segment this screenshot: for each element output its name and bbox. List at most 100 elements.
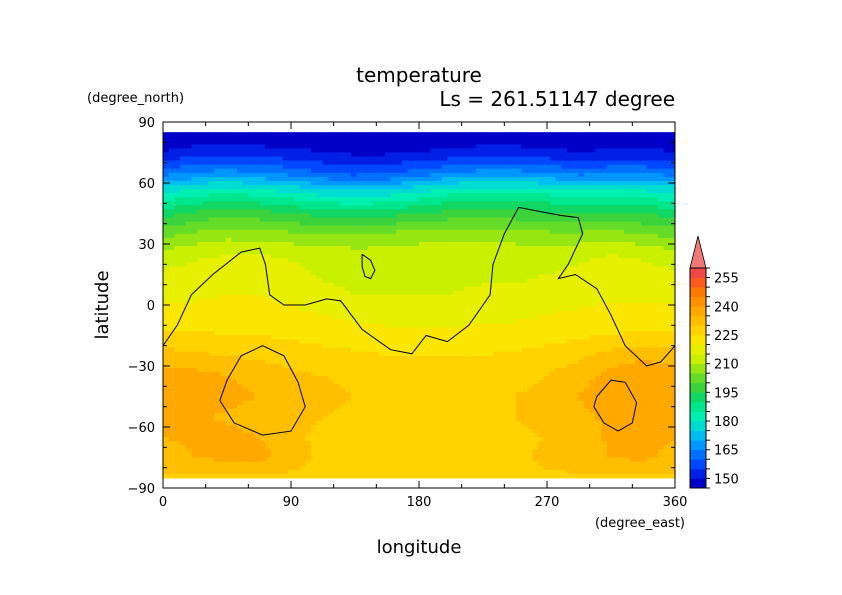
heatmap-cell	[447, 217, 454, 223]
heatmap-cell	[453, 278, 460, 284]
heatmap-cell	[219, 189, 227, 194]
heatmap-cell	[527, 209, 534, 215]
heatmap-cell	[219, 246, 227, 251]
heatmap-cell	[339, 343, 346, 349]
heatmap-cell	[527, 307, 534, 312]
heatmap-cell	[384, 298, 392, 304]
heatmap-cell	[436, 144, 443, 150]
heatmap-cell	[618, 246, 625, 251]
heatmap-cell	[191, 250, 198, 255]
heatmap-cell	[629, 172, 636, 178]
heatmap-cell	[197, 237, 204, 243]
heatmap-cell	[185, 176, 193, 182]
heatmap-cell	[481, 339, 488, 345]
heatmap-cell	[532, 343, 540, 349]
heatmap-cell	[612, 311, 619, 316]
heatmap-cell	[236, 213, 244, 219]
heatmap-cell	[646, 307, 653, 312]
heatmap-cell	[447, 274, 454, 280]
heatmap-cell	[327, 148, 335, 154]
heatmap-cell	[265, 221, 272, 227]
heatmap-cell	[282, 282, 289, 288]
heatmap-cell	[430, 294, 437, 300]
heatmap-cell	[191, 270, 198, 276]
heatmap-cell	[413, 221, 420, 227]
heatmap-cell	[601, 290, 608, 296]
heatmap-cell	[163, 246, 170, 251]
heatmap-cell	[293, 294, 301, 300]
heatmap-cell	[612, 160, 619, 166]
heatmap-cell	[231, 229, 238, 235]
heatmap-cell	[487, 254, 494, 259]
heatmap-cell	[373, 144, 380, 150]
heatmap-cell	[498, 213, 505, 219]
heatmap-cell	[254, 168, 261, 174]
heatmap-cell	[322, 339, 329, 345]
heatmap-cell	[544, 282, 551, 288]
heatmap-cell	[407, 315, 414, 320]
heatmap-cell	[214, 311, 221, 316]
heatmap-cell	[544, 315, 551, 320]
heatmap-cell	[629, 237, 636, 243]
heatmap-cell	[470, 144, 477, 150]
heatmap-cell	[430, 140, 437, 145]
heatmap-cell	[635, 319, 642, 324]
heatmap-cell	[202, 225, 210, 231]
heatmap-cell	[288, 193, 295, 198]
heatmap-cell	[527, 241, 534, 247]
heatmap-cell	[362, 323, 369, 328]
heatmap-cell	[572, 270, 579, 276]
heatmap-cell	[595, 136, 602, 141]
heatmap-cell	[464, 237, 471, 243]
heatmap-cell	[407, 164, 414, 170]
heatmap-cell	[259, 274, 266, 280]
heatmap-cell	[640, 164, 648, 170]
heatmap-cell	[544, 172, 551, 178]
heatmap-cell	[384, 132, 392, 137]
heatmap-cell	[532, 197, 540, 202]
heatmap-cell	[532, 351, 540, 357]
heatmap-cell	[441, 172, 449, 178]
heatmap-cell	[316, 323, 323, 328]
heatmap-cell	[527, 221, 534, 227]
heatmap-cell	[657, 351, 665, 357]
heatmap-cell	[475, 180, 483, 186]
heatmap-cell	[384, 148, 392, 154]
heatmap-cell	[339, 294, 346, 300]
heatmap-cell	[214, 278, 221, 284]
heatmap-cell	[202, 176, 210, 182]
heatmap-cell	[322, 290, 329, 296]
heatmap-cell	[219, 140, 227, 145]
heatmap-cell	[225, 241, 232, 247]
heatmap-cell	[390, 323, 397, 328]
heatmap-cell	[299, 217, 306, 223]
heatmap-cell	[254, 343, 261, 349]
heatmap-cell	[510, 250, 517, 255]
heatmap-cell	[487, 335, 494, 341]
heatmap-cell	[197, 298, 204, 304]
heatmap-cell	[208, 197, 215, 202]
heatmap-cell	[566, 197, 574, 202]
heatmap-cell	[163, 148, 170, 154]
heatmap-cell	[595, 205, 602, 211]
heatmap-cell	[231, 254, 238, 259]
heatmap-cell	[327, 339, 335, 345]
heatmap-cell	[379, 156, 386, 162]
heatmap-cell	[180, 339, 187, 345]
heatmap-cell	[555, 185, 562, 190]
heatmap-cell	[663, 209, 670, 215]
heatmap-cell	[669, 213, 675, 219]
heatmap-cell	[282, 258, 289, 263]
heatmap-cell	[510, 213, 517, 219]
heatmap-cell	[669, 254, 675, 259]
heatmap-cell	[652, 160, 659, 166]
heatmap-cell	[265, 217, 272, 223]
heatmap-cell	[635, 258, 642, 263]
heatmap-cell	[544, 274, 551, 280]
heatmap-cell	[544, 193, 551, 198]
heatmap-cell	[436, 250, 443, 255]
heatmap-cell	[470, 201, 477, 206]
heatmap-cell	[657, 168, 665, 174]
heatmap-cell	[356, 176, 363, 182]
heatmap-cell	[527, 185, 534, 190]
